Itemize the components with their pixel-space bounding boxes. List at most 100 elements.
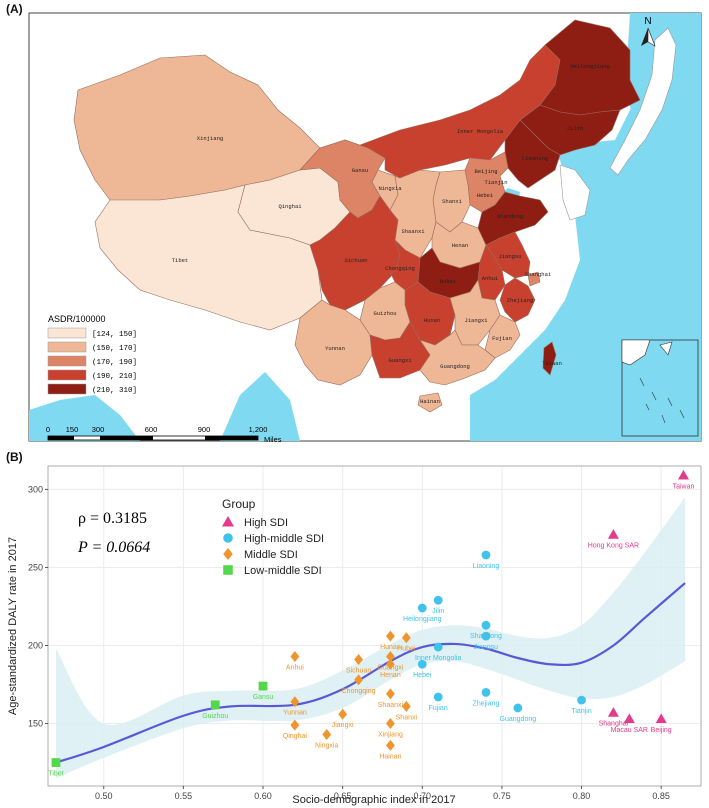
point-label-qinghai: Qinghai	[283, 733, 308, 740]
point-jilin	[433, 595, 443, 605]
x-axis-label: Socio-demographic index in 2017	[292, 794, 455, 806]
point-jiangsu	[481, 631, 491, 641]
legend-label-1: [124, 150]	[92, 331, 137, 339]
y-tick-label: 300	[28, 484, 43, 494]
legend-entry-4: Low-middle SDI	[244, 565, 322, 577]
province-label-sichuan: Sichuan	[344, 257, 367, 264]
point-label-shanghai: Shanghai	[599, 721, 629, 728]
province-label-hebei: Hebei	[477, 192, 494, 199]
north-arrow	[641, 27, 656, 47]
province-label-zhejiang: Zhejiang	[507, 297, 533, 304]
province-label-ningxia: Ningxia	[378, 185, 402, 192]
point-label-xinjiang: Xinjiang	[378, 732, 403, 739]
province-zhejiang	[499, 277, 536, 323]
x-tick-label: 0.50	[95, 791, 113, 801]
province-label-hainan: Hainan	[420, 398, 440, 405]
scale-label-0: 0	[46, 425, 50, 434]
legend-marker-2	[223, 533, 233, 543]
legend-label-4: (190, 210]	[92, 373, 137, 381]
province-shandong	[477, 191, 549, 246]
point-label-guizhou: Guizhou	[202, 713, 228, 720]
point-label-jiangsu: Jiangsu	[474, 644, 498, 651]
province-label-guizhou: Guizhou	[373, 310, 396, 317]
point-label-tianjin: Tianjin	[571, 708, 591, 715]
point-label-heilongjiang: Heilongjiang	[403, 616, 442, 623]
x-tick-label: 0.60	[254, 791, 272, 801]
scale-unit: Miles	[264, 435, 282, 444]
x-tick-label: 0.80	[573, 791, 591, 801]
korea	[559, 164, 591, 221]
point-label-fujian: Fujian	[429, 705, 448, 712]
point-hainan	[386, 739, 395, 751]
point-label-hunan: Hunan	[380, 644, 401, 651]
x-tick-label: 0.70	[414, 791, 432, 801]
province-label-beijing: Beijing	[474, 168, 497, 175]
point-label-hong-kong-sar: Hong Kong SAR	[588, 543, 639, 550]
legend-entry-1: High SDI	[244, 517, 288, 529]
point-label-taiwan: Taiwan	[673, 483, 695, 490]
scale-bar	[47, 435, 259, 441]
point-hubei	[401, 632, 411, 644]
legend-label-3: (170, 190]	[92, 359, 137, 367]
province-label-jiangsu: Jiangsu	[498, 253, 521, 260]
province-labels: Heilongjiang Jilin Liaoning Inner Mongolia X…	[172, 63, 610, 405]
point-xinjiang	[386, 718, 395, 730]
point-anhui	[290, 650, 300, 662]
point-label-hubei: Hubei	[397, 646, 416, 653]
province-label-inner-mongolia: Inner Mongolia	[457, 128, 504, 135]
point-sichuan	[354, 654, 363, 666]
legend-swatch-1	[47, 327, 87, 339]
province-label-shandong: Shandong	[497, 213, 523, 220]
legend-marker-3	[223, 548, 233, 560]
point-label-yunnan: Yunnan	[283, 710, 307, 717]
province-label-shanxi: Shanxi	[442, 198, 463, 205]
province-label-tibet: Tibet	[172, 257, 189, 264]
point-guizhou	[210, 700, 220, 710]
japan-island	[609, 27, 677, 176]
point-label-sichuan: Sichuan	[346, 668, 371, 675]
legend-swatch-3	[47, 355, 87, 367]
panel-b-label: (B)	[6, 450, 23, 464]
province-label-henan: Henan	[452, 242, 469, 249]
point-label-hebei: Hebei	[413, 672, 432, 679]
point-tianjin	[577, 695, 586, 705]
point-label-hainan: Hainan	[379, 753, 401, 760]
point-shandong	[481, 620, 491, 630]
province-label-jiangxi: Jiangxi	[464, 317, 488, 324]
point-label-inner-mongolia: Inner Mongolia	[415, 655, 461, 662]
x-tick-label: 0.85	[652, 791, 670, 801]
point-shaanxi	[386, 688, 395, 700]
point-tibet	[51, 758, 61, 767]
point-hunan	[386, 630, 395, 642]
scale-label-3: 600	[145, 425, 158, 434]
province-label-qinghai: Qinghai	[278, 203, 302, 210]
y-tick-label: 250	[28, 562, 43, 572]
point-macau-sar	[623, 713, 635, 724]
point-label-jilin: Jilin	[432, 608, 444, 615]
scale-label-2: 300	[92, 425, 105, 434]
point-label-jiangxi: Jiangxi	[332, 722, 354, 729]
p-text: P = 0.0664	[77, 539, 150, 556]
province-label-hubei: Hubei	[440, 278, 457, 285]
point-hebei	[417, 659, 427, 669]
province-guangdong	[419, 329, 496, 386]
y-axis-label: Age-standardized DALY rate in 2017	[7, 537, 19, 715]
bay-of-bengal	[220, 372, 300, 441]
province-label-guangdong: Guangdong	[440, 363, 470, 370]
inset-islands	[621, 339, 685, 424]
point-label-tibet: Tibet	[48, 771, 63, 778]
province-label-shanghai: Shanghai	[525, 271, 552, 278]
province-label-taiwan: Taiwan	[542, 360, 562, 367]
map-legend-title: ASDR/100000	[48, 314, 106, 324]
provinces: Heilongjiang Jilin Liaoning Inner Mongolia X…	[73, 19, 641, 413]
point-fujian	[433, 692, 443, 702]
point-gansu	[258, 681, 268, 691]
point-guangxi	[386, 650, 395, 662]
province-hainan	[417, 392, 443, 413]
point-label-guangdong: Guangdong	[500, 716, 537, 723]
point-guangdong	[513, 703, 523, 713]
